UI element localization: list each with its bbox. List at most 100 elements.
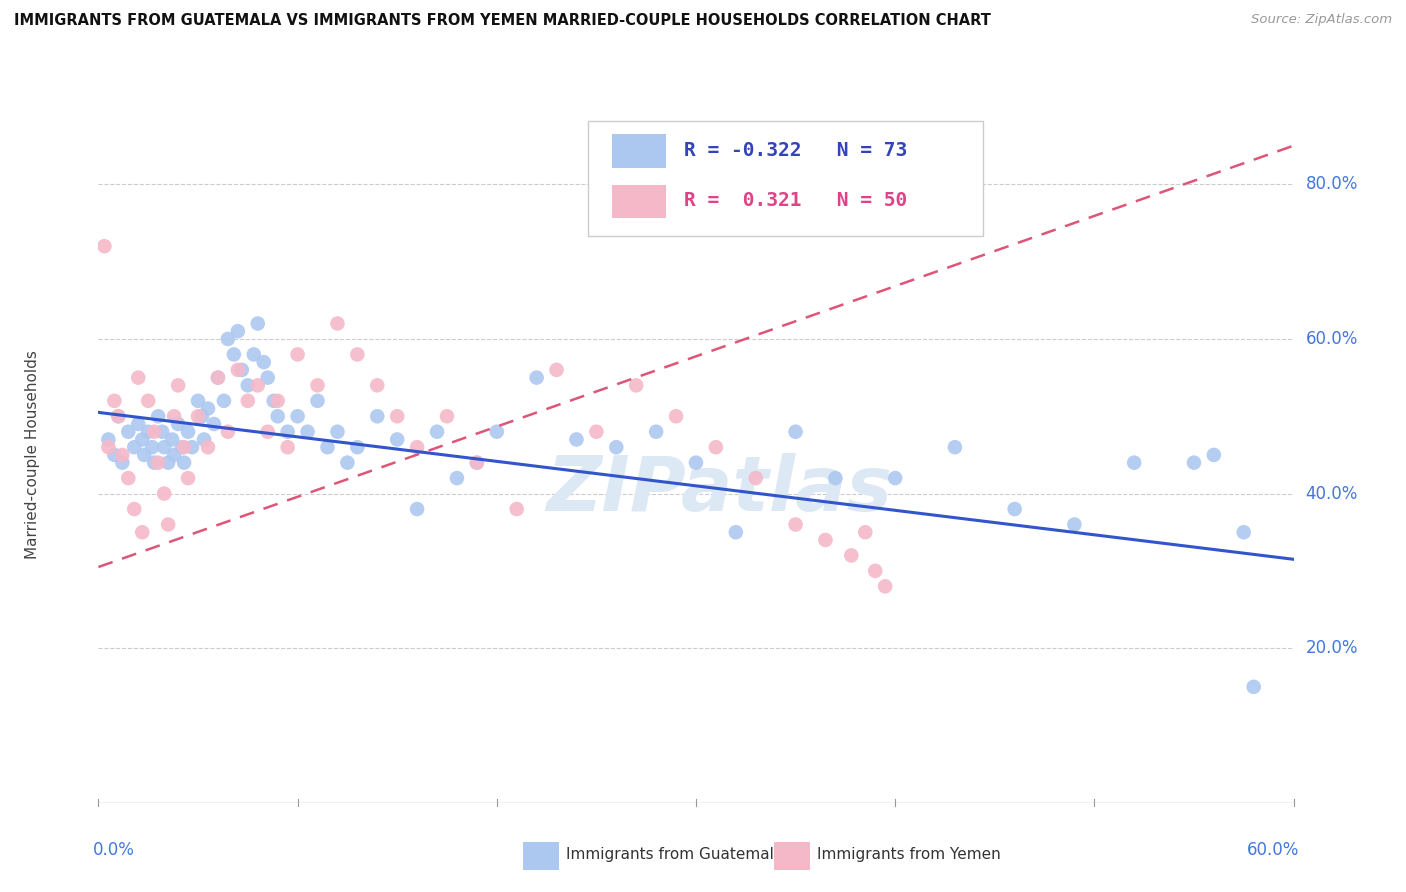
Point [163,448,186,462]
Text: 80.0%: 80.0% [1305,176,1358,194]
Text: IMMIGRANTS FROM GUATEMALA VS IMMIGRANTS FROM YEMEN MARRIED-COUPLE HOUSEHOLDS COR: IMMIGRANTS FROM GUATEMALA VS IMMIGRANTS … [14,13,991,29]
Point [485,425,508,439]
Point [177,425,200,439]
Point [267,393,290,408]
Text: 0.0%: 0.0% [93,841,135,859]
Point [191,409,214,424]
Point [97,440,120,454]
Point [143,456,166,470]
Point [446,471,468,485]
Point [243,347,266,361]
Point [1182,456,1205,470]
Point [307,393,329,408]
Point [506,502,529,516]
Point [173,440,195,454]
Text: 60.0%: 60.0% [1305,330,1358,348]
Text: R =  0.321   N = 50: R = 0.321 N = 50 [685,192,907,211]
Point [366,378,388,392]
Point [136,393,159,408]
Point [167,378,190,392]
Point [346,347,368,361]
Text: R = -0.322   N = 73: R = -0.322 N = 73 [685,141,907,160]
Point [197,401,219,416]
Point [1202,448,1225,462]
Point [1233,525,1256,540]
Point [202,417,225,431]
Point [193,433,215,447]
Point [863,564,886,578]
Point [197,440,219,454]
Point [745,471,768,485]
Point [785,517,807,532]
Point [143,425,166,439]
Point [1004,502,1026,516]
Point [724,525,747,540]
Point [103,393,125,408]
Point [884,471,907,485]
Point [565,433,588,447]
Text: ZIPatlas: ZIPatlas [547,453,893,526]
Text: 20.0%: 20.0% [1305,640,1358,657]
Point [465,456,488,470]
Point [212,393,235,408]
Point [277,440,299,454]
Point [157,456,180,470]
Point [131,525,153,540]
Point [316,440,339,454]
Point [236,393,259,408]
Bar [523,842,558,871]
Point [253,355,276,369]
Point [107,409,129,424]
Point [187,393,209,408]
Point [124,502,146,516]
Text: Married-couple Households: Married-couple Households [25,351,41,559]
Point [153,486,176,500]
Point [160,433,183,447]
Point [645,425,668,439]
Point [134,448,156,462]
Bar [612,134,666,168]
Point [246,378,269,392]
Point [136,425,159,439]
Point [704,440,727,454]
Point [111,448,134,462]
Point [385,409,409,424]
Text: 60.0%: 60.0% [1247,841,1299,859]
Point [226,363,249,377]
Point [605,440,627,454]
Bar [773,842,810,871]
Point [177,471,200,485]
Point [236,378,259,392]
Point [287,409,309,424]
Point [465,456,488,470]
Point [943,440,966,454]
Point [246,317,269,331]
Point [326,317,349,331]
Point [426,425,449,439]
Point [346,440,368,454]
Point [546,363,568,377]
Point [326,425,349,439]
Point [853,525,876,540]
Point [231,363,253,377]
Point [93,239,115,253]
Point [226,324,249,338]
Point [526,370,548,384]
Text: Immigrants from Yemen: Immigrants from Yemen [817,847,1001,863]
Point [256,425,278,439]
Point [406,440,429,454]
Point [685,456,707,470]
Point [263,393,285,408]
Point [256,370,278,384]
Point [107,409,129,424]
Point [111,456,134,470]
Point [287,347,309,361]
Point [406,502,429,516]
Point [824,471,846,485]
Point [436,409,458,424]
Point [181,440,204,454]
Point [624,378,647,392]
Point [1123,456,1146,470]
Point [163,409,186,424]
Point [875,579,897,593]
